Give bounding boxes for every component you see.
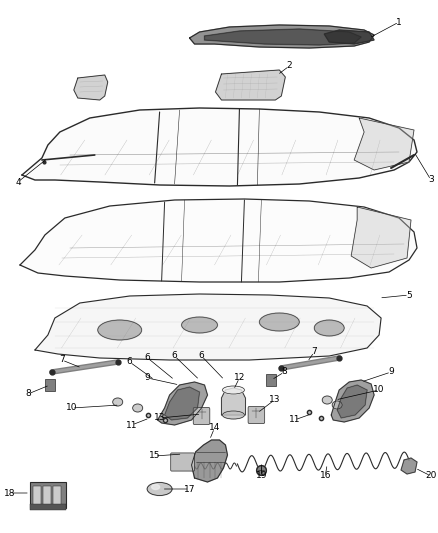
Text: 7: 7	[311, 348, 317, 357]
Polygon shape	[191, 440, 227, 482]
Text: 16: 16	[319, 472, 331, 481]
Ellipse shape	[259, 313, 299, 331]
Bar	[43, 486, 51, 506]
Polygon shape	[401, 458, 417, 474]
Text: 12: 12	[234, 374, 245, 383]
FancyBboxPatch shape	[193, 407, 210, 425]
Text: 5: 5	[406, 290, 412, 300]
Text: 6: 6	[199, 351, 205, 360]
Polygon shape	[74, 75, 108, 100]
Ellipse shape	[98, 320, 141, 340]
Bar	[266, 374, 276, 386]
Text: 20: 20	[425, 472, 437, 481]
Polygon shape	[215, 70, 285, 100]
Text: 9: 9	[145, 374, 151, 383]
Ellipse shape	[223, 411, 244, 419]
Polygon shape	[165, 387, 200, 420]
Text: 17: 17	[184, 484, 195, 494]
Ellipse shape	[152, 484, 159, 489]
Polygon shape	[205, 29, 361, 45]
Bar	[33, 486, 41, 506]
Text: 13: 13	[154, 414, 166, 423]
Text: 15: 15	[149, 451, 160, 461]
Ellipse shape	[147, 482, 172, 496]
Polygon shape	[337, 385, 367, 418]
Ellipse shape	[133, 404, 143, 412]
FancyBboxPatch shape	[171, 453, 194, 471]
Ellipse shape	[314, 320, 344, 336]
Ellipse shape	[322, 396, 332, 404]
Polygon shape	[331, 380, 374, 422]
Polygon shape	[22, 108, 417, 186]
Text: 1: 1	[396, 18, 402, 27]
Polygon shape	[20, 199, 417, 282]
Text: 8: 8	[282, 367, 287, 376]
Bar	[30, 504, 66, 510]
Text: 13: 13	[268, 395, 280, 405]
Text: 6: 6	[145, 353, 151, 362]
Ellipse shape	[113, 398, 123, 406]
FancyBboxPatch shape	[248, 406, 265, 424]
Text: 11: 11	[126, 421, 138, 430]
Text: 7: 7	[59, 356, 65, 365]
Text: 18: 18	[4, 489, 16, 497]
Text: 14: 14	[209, 424, 220, 432]
Text: 8: 8	[25, 390, 31, 399]
Text: 6: 6	[127, 358, 133, 367]
Polygon shape	[35, 294, 381, 360]
Ellipse shape	[332, 401, 342, 409]
Bar	[45, 379, 55, 391]
Polygon shape	[351, 207, 411, 268]
Text: 10: 10	[66, 403, 78, 413]
Text: 11: 11	[289, 416, 300, 424]
Text: 9: 9	[388, 367, 394, 376]
Text: 10: 10	[373, 385, 385, 394]
Text: 3: 3	[428, 175, 434, 184]
Ellipse shape	[223, 386, 244, 394]
Text: 6: 6	[172, 351, 177, 360]
Polygon shape	[190, 25, 374, 48]
Bar	[30, 482, 66, 508]
Ellipse shape	[182, 317, 218, 333]
Text: 4: 4	[15, 177, 21, 187]
Polygon shape	[354, 118, 414, 170]
Polygon shape	[324, 30, 374, 44]
Text: 19: 19	[256, 472, 267, 481]
Polygon shape	[158, 382, 208, 425]
Text: 2: 2	[286, 61, 292, 70]
Polygon shape	[222, 388, 245, 415]
Bar	[53, 486, 61, 506]
